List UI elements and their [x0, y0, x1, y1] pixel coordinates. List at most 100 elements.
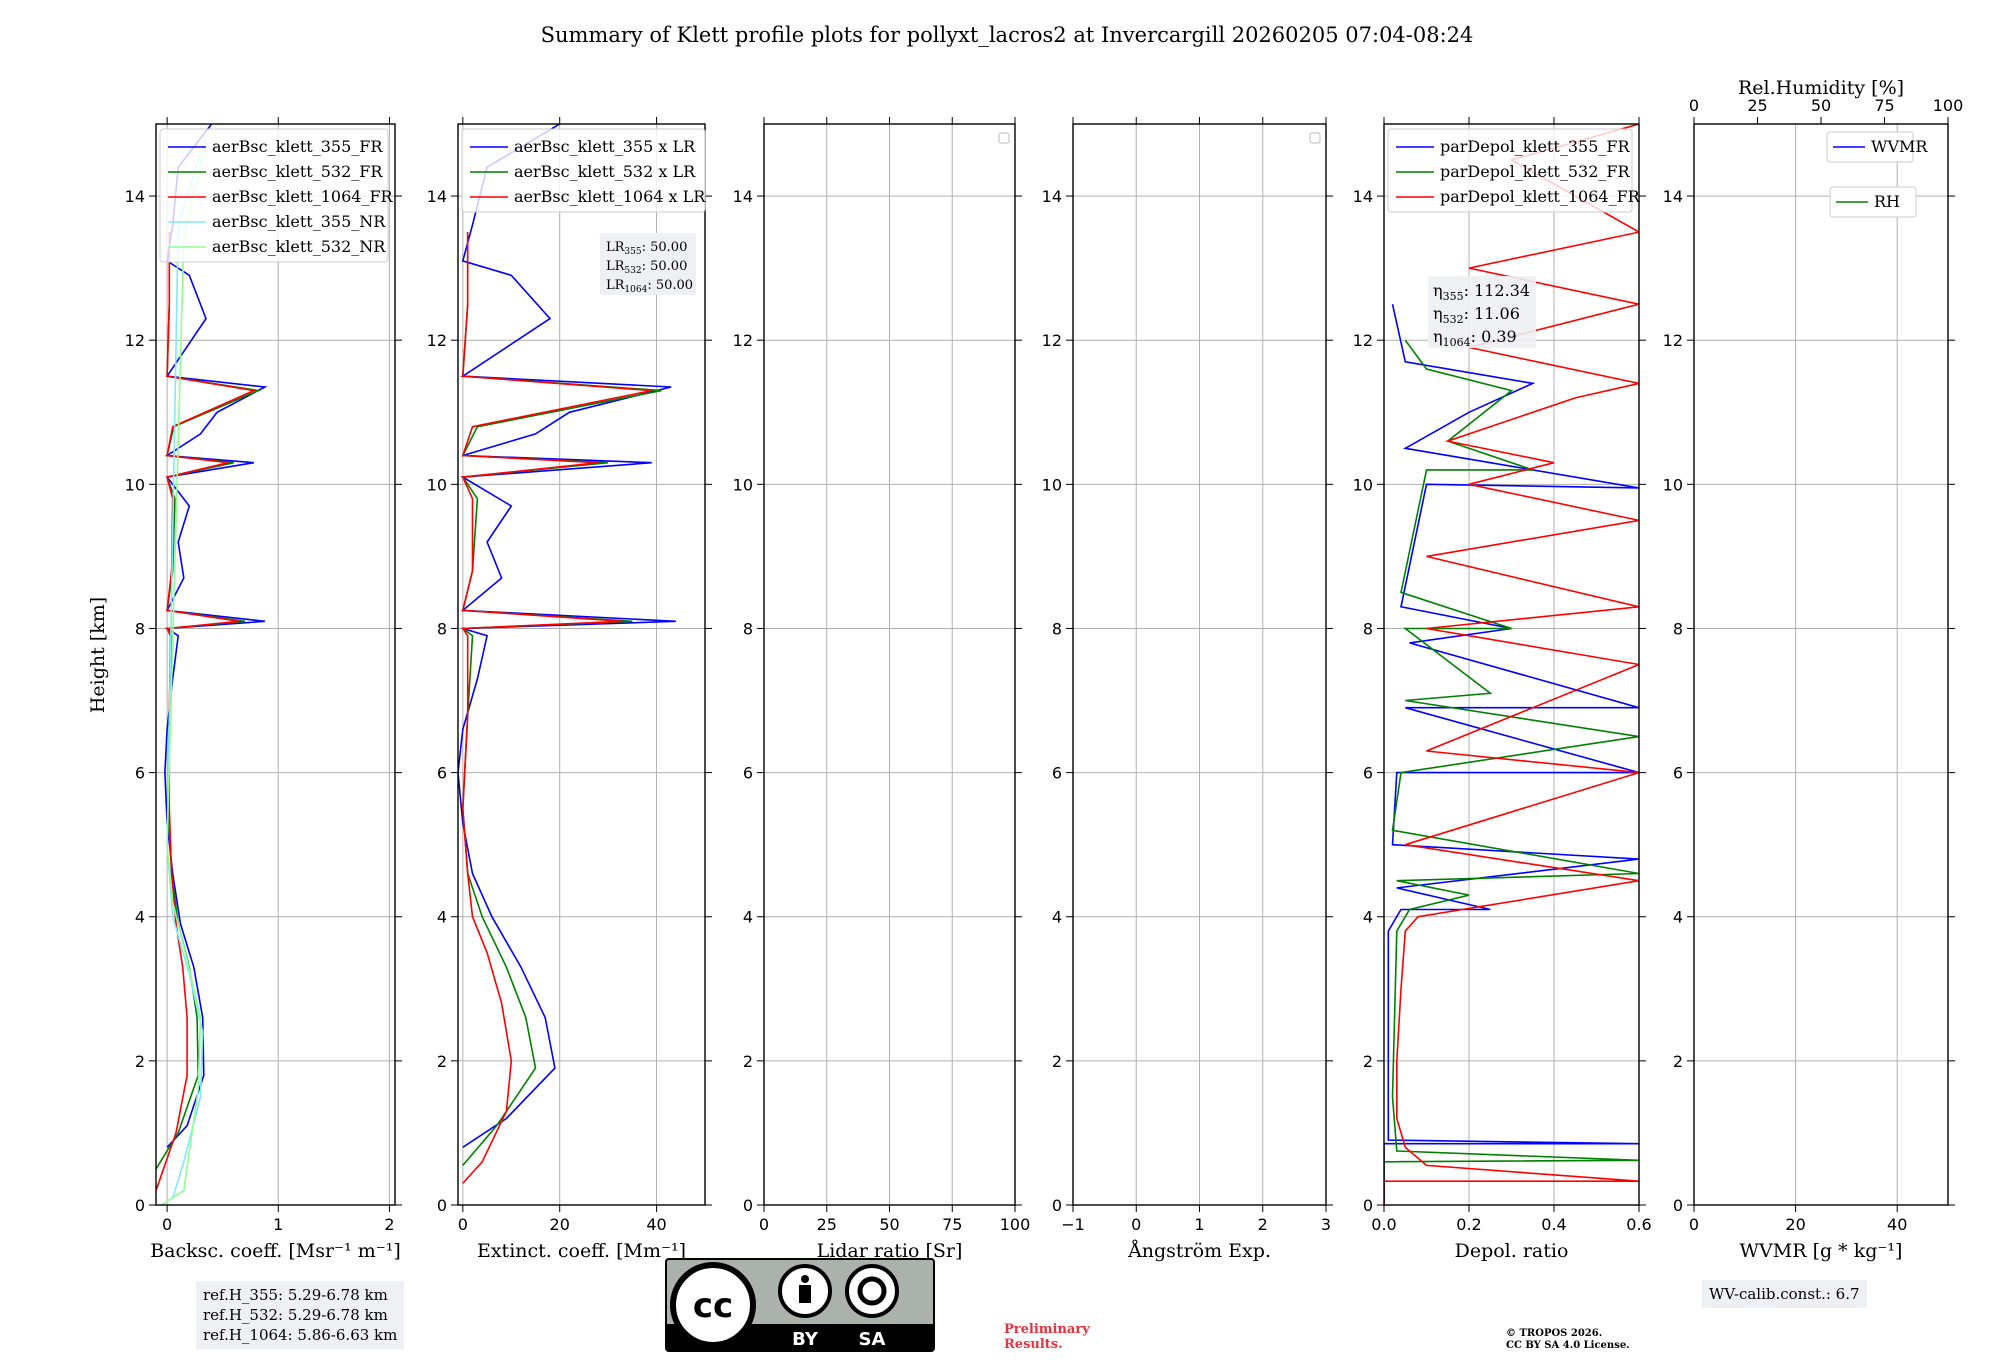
lidar-ratio-entry: LR532: 50.00	[606, 259, 687, 276]
copyright-line-2: CC BY SA 4.0 License.	[1506, 1340, 1630, 1351]
preliminary-line-2: Results.	[1004, 1337, 1063, 1352]
y-tick-label: 2	[1052, 1052, 1062, 1071]
x-tick-label: 1	[273, 1215, 283, 1234]
lidar-ratio-box	[600, 233, 696, 295]
y-tick-label: 0	[1673, 1196, 1683, 1215]
ref-h-355: ref.H_355: 5.29-6.78 km	[203, 1286, 388, 1304]
cc-sa-label: SA	[859, 1329, 886, 1350]
series-line-aerBsc_klett_355_NR	[166, 152, 204, 1199]
wv-calibration-box: WV-calib.const.: 6.7	[1702, 1280, 1867, 1308]
y-tick-label: 6	[437, 764, 447, 783]
x-tick-label: 100	[1000, 1215, 1031, 1234]
y-tick-label: 6	[1052, 764, 1062, 783]
y-tick-label: 10	[1042, 475, 1062, 494]
copyright-note: © TROPOS 2026. CC BY SA 4.0 License.	[1506, 1328, 1630, 1352]
x-tick-label: 1	[1194, 1215, 1204, 1234]
legend-box	[1387, 128, 1633, 213]
lidar-ratio-entry: LR1064: 50.00	[606, 278, 693, 295]
top-x-tick-label: 75	[1874, 96, 1894, 115]
y-tick-label: 6	[1673, 764, 1683, 783]
y-tick-label: 14	[1042, 187, 1062, 206]
top-x-tick-label: 50	[1811, 96, 1831, 115]
cc-symbol-text: cc	[693, 1286, 733, 1326]
y-tick-label: 4	[437, 908, 447, 927]
axes-frame	[1383, 123, 1640, 1206]
y-tick-label: 2	[1673, 1052, 1683, 1071]
y-tick-label: 0	[437, 1196, 447, 1215]
series-line-aerBsc_klett_1064_FR	[156, 232, 257, 1191]
y-tick-label: 6	[743, 764, 753, 783]
y-tick-label: 8	[437, 619, 447, 638]
top-x-axis-label: Rel.Humidity [%]	[1738, 77, 1904, 99]
lidar-ratio-value: : 50.00	[642, 240, 688, 255]
x-axis-label: Depol. ratio	[1455, 1240, 1569, 1262]
top-x-tick-label: 0	[1689, 96, 1699, 115]
y-tick-label: 10	[1663, 475, 1683, 494]
x-tick-label: 0.2	[1456, 1215, 1481, 1234]
legend-box	[1826, 131, 1914, 163]
ref-h-532: ref.H_532: 5.29-6.78 km	[203, 1306, 388, 1324]
legend-box	[461, 128, 706, 213]
x-tick-label: 2	[384, 1215, 394, 1234]
x-tick-label: 75	[942, 1215, 962, 1234]
eta-value: : 112.34	[1464, 281, 1530, 300]
y-tick-label: 8	[1052, 619, 1062, 638]
y-tick-label: 0	[135, 1196, 145, 1215]
y-tick-label: 10	[427, 475, 447, 494]
x-tick-label: 0	[759, 1215, 769, 1234]
y-tick-label: 12	[1042, 331, 1062, 350]
y-tick-label: 4	[743, 908, 753, 927]
y-tick-label: 14	[1353, 187, 1373, 206]
legend-box	[159, 128, 389, 263]
x-tick-label: 0	[1131, 1215, 1141, 1234]
panel-lidar_ratio: 0 25 50 75 100 Lidar ratio [Sr] 0 2 4 6 8 10 12 14	[733, 117, 1031, 1262]
y-tick-label: 2	[1363, 1052, 1373, 1071]
legend-entry: aerBsc_klett_532_FR	[212, 162, 383, 181]
y-tick-label: 0	[743, 1196, 753, 1215]
y-tick-label: 10	[733, 475, 753, 494]
x-axis-label: Ångström Exp.	[1127, 1240, 1271, 1262]
y-tick-label: 12	[1663, 331, 1683, 350]
legend-entry: aerBsc_klett_532_NR	[212, 237, 386, 256]
y-tick-label: 2	[437, 1052, 447, 1071]
y-tick-label: 10	[125, 475, 145, 494]
x-axis-label: Lidar ratio [Sr]	[817, 1240, 963, 1262]
top-x-tick-label: 100	[1933, 96, 1964, 115]
wv-calibration-constant: WV-calib.const.: 6.7	[1709, 1285, 1860, 1303]
x-axis-label: Extinct. coeff. [Mm⁻¹]	[477, 1240, 686, 1262]
y-tick-label: 14	[427, 187, 447, 206]
axes-frame	[457, 123, 706, 1206]
empty-legend-box	[998, 132, 1010, 144]
x-tick-label: 0	[1689, 1215, 1699, 1234]
series-line-aerBsc_klett_532_NR	[161, 138, 207, 1205]
x-tick-label: 0	[162, 1215, 172, 1234]
eta-box	[1428, 276, 1536, 348]
x-tick-label: 40	[646, 1215, 666, 1234]
lidar-ratio-subscript: 532	[624, 266, 641, 276]
legend-entry: RH	[1874, 192, 1900, 211]
y-tick-label: 2	[135, 1052, 145, 1071]
y-tick-label: 4	[1363, 908, 1373, 927]
legend-box	[1829, 186, 1917, 218]
legend-entry: aerBsc_klett_532 x LR	[514, 162, 696, 181]
empty-legend-box	[1309, 132, 1321, 144]
eta-value: : 11.06	[1464, 304, 1520, 323]
y-tick-label: 4	[1052, 908, 1062, 927]
preliminary-line-1: Preliminary	[1004, 1322, 1090, 1337]
y-tick-label: 12	[125, 331, 145, 350]
preliminary-results-note: Preliminary Results.	[1004, 1322, 1090, 1352]
x-tick-label: −1	[1061, 1215, 1085, 1234]
series-line-aerBsc_klett_355_FR	[164, 124, 268, 1148]
legend-entry: aerBsc_klett_1064_FR	[212, 187, 394, 206]
x-tick-label: 20	[1785, 1215, 1805, 1234]
y-tick-label: 4	[135, 908, 145, 927]
lidar-ratio-subscript: 1064	[624, 285, 647, 295]
series-line-aerBsc_klett_1064 x LR	[461, 232, 652, 1184]
axes-frame	[1693, 123, 1949, 1206]
panel-depol: 0.0 0.2 0.4 0.6 Depol. ratio 0 2 4 6 8 10 12 14 parDe…	[1353, 117, 1652, 1262]
legend-entry: parDepol_klett_532_FR	[1440, 162, 1631, 181]
figure-title: Summary of Klett profile plots for polly…	[541, 23, 1474, 47]
cc-license-logo: cc BY SA	[665, 1258, 935, 1352]
